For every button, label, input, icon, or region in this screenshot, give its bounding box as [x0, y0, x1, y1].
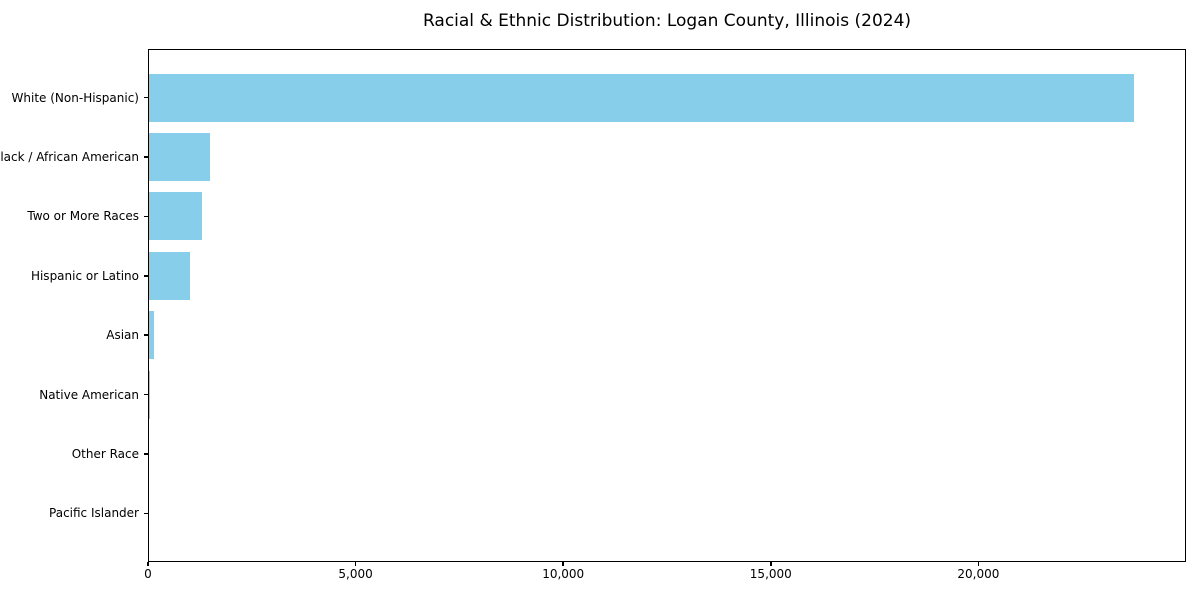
y-tick-label: Asian: [106, 328, 139, 343]
y-tick-label: Pacific Islander: [49, 506, 139, 521]
x-tick-mark: [770, 562, 772, 566]
y-tick-label: Black / African American: [0, 150, 139, 165]
y-tick-mark: [144, 215, 148, 218]
bar: [148, 251, 190, 300]
x-tick-label: 5,000: [338, 567, 373, 581]
bar-row: [148, 484, 1186, 543]
x-tick-label: 20,000: [957, 567, 1000, 581]
x-tick-label: 10,000: [542, 567, 585, 581]
bar-row: [148, 246, 1186, 305]
bar-row: [148, 68, 1186, 127]
bar-row: [148, 306, 1186, 365]
x-tick-mark: [354, 562, 357, 566]
y-tick-label: Other Race: [71, 446, 139, 461]
bar: [148, 133, 211, 182]
y-tick-mark: [144, 512, 148, 515]
chart-title: Racial & Ethnic Distribution: Logan Coun…: [422, 11, 912, 31]
y-tick-mark: [144, 156, 148, 158]
x-tick-label: 15,000: [749, 567, 792, 581]
bars-container: [148, 49, 1186, 562]
y-tick-mark: [144, 453, 148, 455]
bar: [148, 311, 155, 360]
y-tick-label: Hispanic or Latino: [30, 268, 139, 283]
bar-row: [148, 187, 1186, 246]
x-tick-label: 0: [144, 567, 152, 581]
y-tick-mark: [144, 96, 148, 99]
y-tick-label: Native American: [39, 387, 139, 402]
y-tick-label: White (Non-Hispanic): [11, 90, 139, 105]
bar-row: [148, 424, 1186, 483]
x-tick-mark: [147, 562, 149, 566]
y-tick-label: Two or More Races: [27, 209, 139, 224]
y-tick-mark: [144, 334, 148, 336]
y-tick-mark: [144, 393, 148, 396]
x-tick-mark: [562, 562, 564, 566]
x-tick-mark: [977, 562, 980, 566]
bar: [148, 73, 1135, 122]
bar: [148, 370, 150, 419]
bar: [148, 192, 202, 241]
bar-row: [148, 365, 1186, 424]
bar-row: [148, 127, 1186, 186]
y-tick-mark: [144, 275, 148, 277]
bar: [148, 429, 150, 478]
